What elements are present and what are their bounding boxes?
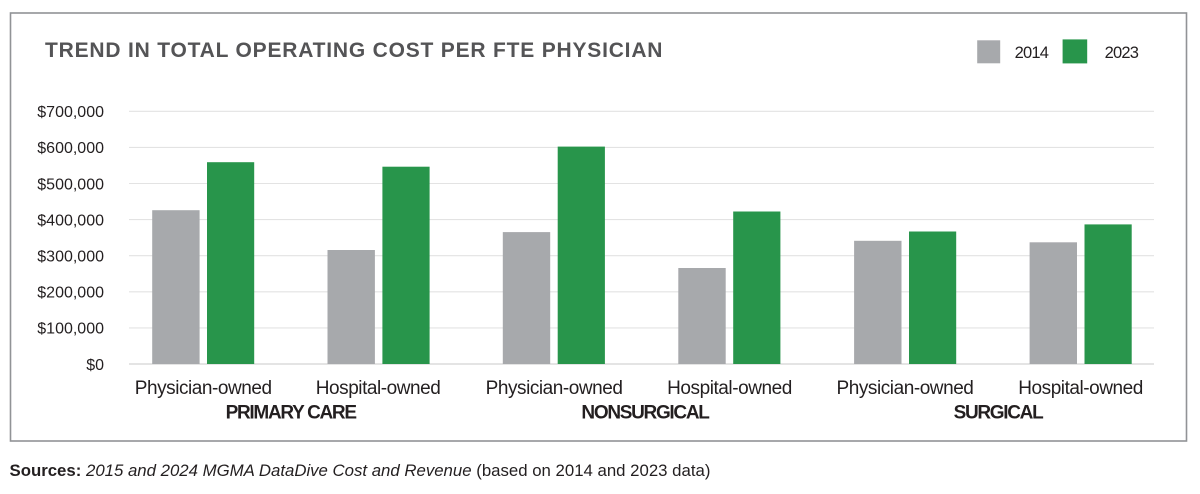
svg-text:TREND IN TOTAL OPERATING COST: TREND IN TOTAL OPERATING COST PER FTE PH…: [45, 39, 663, 62]
svg-text:$400,000: $400,000: [37, 212, 104, 229]
svg-text:Hospital-owned: Hospital-owned: [316, 378, 441, 399]
svg-text:$300,000: $300,000: [37, 249, 104, 266]
svg-text:2023: 2023: [1105, 44, 1139, 62]
svg-text:$0: $0: [86, 357, 104, 374]
svg-text:$200,000: $200,000: [37, 285, 104, 302]
svg-text:NONSURGICAL: NONSURGICAL: [581, 402, 710, 423]
svg-text:$700,000: $700,000: [37, 104, 104, 121]
svg-text:$500,000: $500,000: [37, 176, 104, 193]
svg-text:Hospital-owned: Hospital-owned: [667, 378, 792, 399]
svg-text:2014: 2014: [1015, 44, 1049, 62]
svg-text:Physician-owned: Physician-owned: [135, 378, 272, 399]
svg-text:Physician-owned: Physician-owned: [837, 378, 974, 399]
svg-text:Hospital-owned: Hospital-owned: [1018, 378, 1143, 399]
svg-text:Physician-owned: Physician-owned: [486, 378, 623, 399]
svg-text:Sources: 2015 and 2024 MGMA Da: Sources: 2015 and 2024 MGMA DataDive Cos…: [10, 461, 711, 480]
svg-text:$600,000: $600,000: [37, 140, 104, 157]
svg-text:SURGICAL: SURGICAL: [954, 402, 1045, 423]
svg-text:PRIMARY CARE: PRIMARY CARE: [226, 402, 357, 423]
svg-text:$100,000: $100,000: [37, 321, 104, 338]
